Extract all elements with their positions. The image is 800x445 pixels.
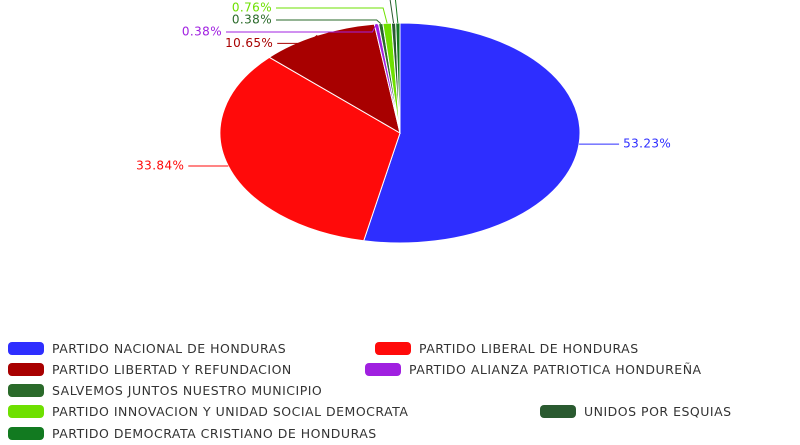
legend-item[interactable]: PARTIDO LIBERAL DE HONDURAS [375, 341, 639, 356]
pie-slice [219, 56, 401, 242]
legend-label: PARTIDO DEMOCRATA CRISTIANO DE HONDURAS [52, 426, 377, 441]
legend-item[interactable]: PARTIDO NACIONAL DE HONDURAS [8, 341, 286, 356]
legend-swatch [540, 405, 576, 418]
legend-swatch [8, 342, 44, 355]
legend-label: SALVEMOS JUNTOS NUESTRO MUNICIPIO [52, 383, 323, 398]
legend-swatch [8, 363, 44, 376]
legend-item[interactable]: PARTIDO INNOVACION Y UNIDAD SOCIAL DEMOC… [8, 404, 408, 419]
data-label: 0.38% [182, 25, 222, 39]
data-label: 0.38% [232, 13, 272, 27]
legend-item[interactable]: UNIDOS POR ESQUIAS [540, 404, 732, 419]
leader-line [276, 7, 388, 24]
legend-item[interactable]: PARTIDO LIBERTAD Y REFUNDACION [8, 362, 292, 377]
leader-line [389, 0, 395, 24]
legend-item[interactable]: PARTIDO ALIANZA PATRIOTICA HONDUREÑA [365, 362, 702, 377]
leader-line [394, 0, 399, 24]
legend-label: PARTIDO NACIONAL DE HONDURAS [52, 341, 287, 356]
data-label: 0.38% [232, 0, 272, 3]
legend-label: PARTIDO ALIANZA PATRIOTICA HONDUREÑA [409, 362, 702, 377]
data-label: 53.23% [623, 137, 671, 151]
legend-label: UNIDOS POR ESQUIAS [584, 404, 732, 419]
legend-swatch [375, 342, 411, 355]
pie-slice [395, 22, 401, 134]
data-label: 33.84% [136, 159, 184, 173]
legend-label: PARTIDO LIBERTAD Y REFUNDACION [52, 362, 292, 377]
legend-swatch [365, 363, 401, 376]
pie-slice [268, 23, 401, 135]
legend-label: PARTIDO LIBERAL DE HONDURAS [419, 341, 639, 356]
legend-swatch [8, 405, 44, 418]
data-label: 0.76% [232, 1, 272, 15]
legend-swatch [8, 384, 44, 397]
legend-item[interactable]: PARTIDO DEMOCRATA CRISTIANO DE HONDURAS [8, 426, 377, 441]
legend-swatch [8, 427, 44, 440]
leader-line [276, 19, 382, 25]
leader-line [277, 34, 318, 44]
data-label: 10.65% [225, 36, 273, 50]
legend-label: PARTIDO INNOVACION Y UNIDAD SOCIAL DEMOC… [52, 404, 409, 419]
legend-item[interactable]: SALVEMOS JUNTOS NUESTRO MUNICIPIO [8, 383, 322, 398]
leader-line [226, 23, 377, 33]
